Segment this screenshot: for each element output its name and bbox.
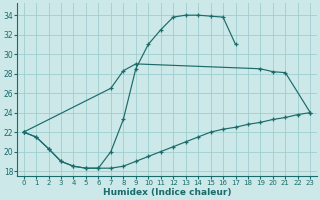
X-axis label: Humidex (Indice chaleur): Humidex (Indice chaleur) — [103, 188, 231, 197]
